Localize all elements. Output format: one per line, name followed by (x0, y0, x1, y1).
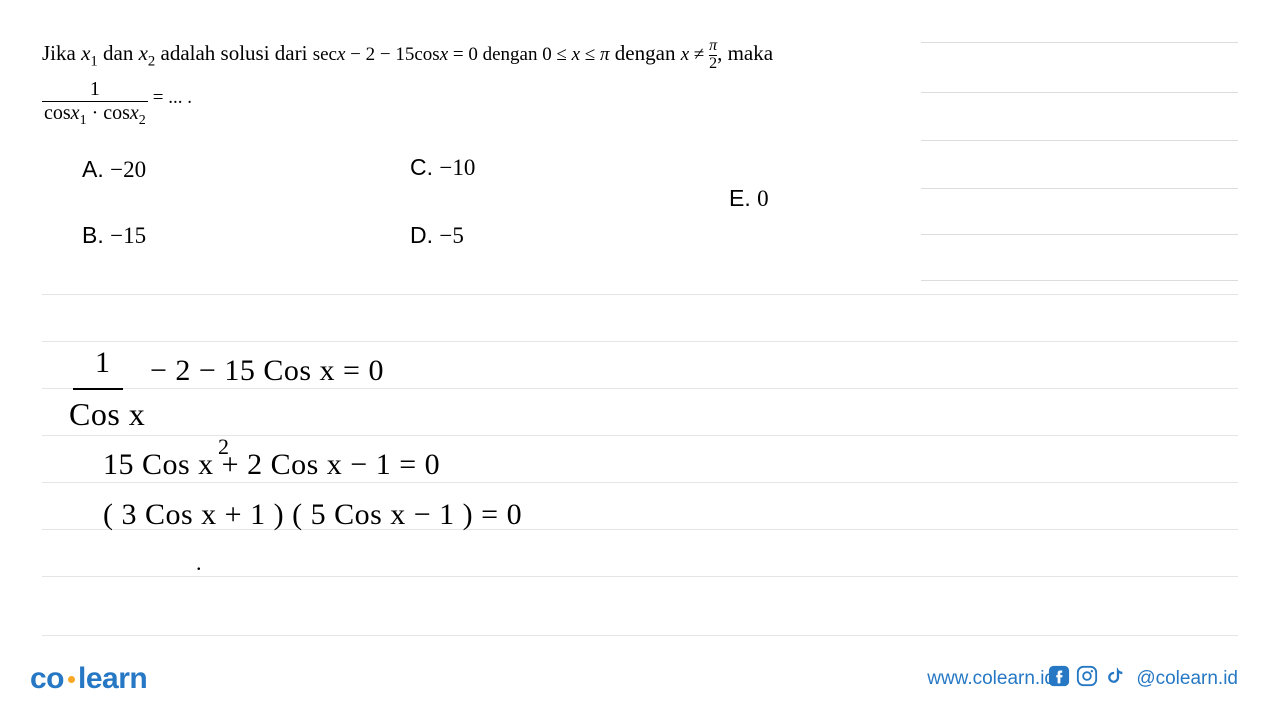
ruled-line-short (921, 92, 1238, 93)
hw-frac-den: Cos x (69, 398, 145, 430)
q-maka: , maka (717, 41, 773, 65)
q-leq: ≤ (580, 44, 600, 65)
hw-line3: ( 3 Cos x + 1 ) ( 5 Cos x − 1 ) = 0 (103, 500, 522, 530)
q-pi-over-2: π2 (709, 38, 717, 73)
social-handle: @colearn.id (1136, 668, 1238, 690)
q-x1: x (81, 41, 90, 65)
hw-frac-line (73, 388, 123, 390)
q-pi-num: π (709, 38, 717, 55)
hw-dot: . (196, 552, 202, 574)
q-cosx: x (440, 44, 448, 65)
q-xne: x (681, 44, 689, 65)
choice-D: D. −5 (410, 222, 464, 249)
ruled-line-short (921, 188, 1238, 189)
q-x1-sub: 1 (90, 53, 97, 69)
q-text: Jika (42, 41, 81, 65)
hw-line2-sup: 2 (218, 436, 230, 458)
logo-left: co (30, 662, 64, 695)
q-den-s2: 2 (139, 113, 146, 128)
choice-B: B. −15 (82, 222, 146, 249)
q-den-s1: 1 (80, 113, 87, 128)
choice-E-val: 0 (757, 186, 769, 211)
ruled-line-short (921, 280, 1238, 281)
choice-C-val: −10 (439, 155, 475, 180)
ruled-line (42, 388, 1238, 389)
q-zero: = 0 dengan 0 ≤ (448, 44, 572, 65)
logo-dot-icon (64, 662, 78, 693)
ruled-line-short (921, 234, 1238, 235)
logo-right: learn (78, 662, 147, 695)
hw-frac-num: 1 (95, 348, 111, 378)
choice-C: C. −10 (410, 154, 475, 181)
q-frac-den: cosx1 · cosx2 (42, 101, 148, 129)
ruled-line (42, 341, 1238, 342)
choice-B-val: −15 (110, 223, 146, 248)
q-post: dengan (610, 41, 681, 65)
ruled-line-short (921, 140, 1238, 141)
tiktok-icon (1104, 665, 1126, 692)
brand-logo: colearn (30, 662, 147, 696)
footer-url: www.colearn.id (927, 668, 1055, 690)
q-den-dot: · cos (87, 102, 130, 124)
choice-A-val: −20 (110, 157, 146, 182)
q-x2: x (139, 41, 148, 65)
ruled-line-short (921, 42, 1238, 43)
q-pi: π (600, 44, 610, 65)
q-sec: sec (313, 44, 337, 65)
instagram-icon (1076, 665, 1098, 692)
q-mid1: dan (98, 41, 139, 65)
q-frac-num: 1 (42, 78, 148, 101)
question-line-2: 1 cosx1 · cosx2 = ... . (42, 78, 192, 129)
social-icons: @colearn.id (1048, 665, 1238, 692)
question-line-1: Jika x1 dan x2 adalah solusi dari secx −… (42, 38, 773, 73)
choice-A: A. −20 (82, 156, 146, 183)
choice-B-label: B. (82, 222, 104, 248)
choice-A-label: A. (82, 156, 104, 182)
q-den-x2: x (130, 102, 139, 124)
hw-line1-rest: − 2 − 15 Cos x = 0 (150, 356, 384, 386)
q-den-x1: x (71, 102, 80, 124)
hw-line2: 15 Cos x + 2 Cos x − 1 = 0 (103, 450, 440, 480)
q-frac: 1 cosx1 · cosx2 (42, 78, 148, 129)
ruled-line (42, 482, 1238, 483)
q-equals: = ... . (153, 87, 192, 108)
q-pi-den: 2 (709, 55, 717, 73)
q-x3: x (572, 44, 580, 65)
q-den-cos1: cos (44, 102, 71, 124)
ruled-line (42, 635, 1238, 636)
facebook-icon (1048, 665, 1070, 692)
ruled-line (42, 294, 1238, 295)
q-rest: − 2 − 15cos (345, 44, 439, 65)
ruled-line (42, 576, 1238, 577)
choice-D-val: −5 (439, 223, 463, 248)
q-mid2: adalah solusi dari (155, 41, 312, 65)
choice-E: E. 0 (729, 185, 769, 212)
choice-D-label: D. (410, 222, 433, 248)
choice-C-label: C. (410, 154, 433, 180)
footer: colearn www.colearn.id @colearn.id (0, 656, 1280, 696)
choice-E-label: E. (729, 185, 751, 211)
q-ne: ≠ (689, 44, 709, 65)
